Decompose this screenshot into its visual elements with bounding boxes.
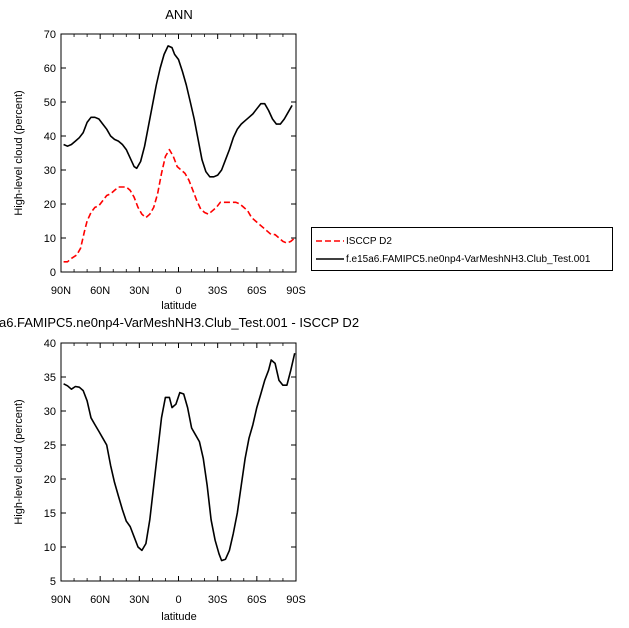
x-tick-label: 90S — [286, 594, 306, 606]
y-tick-label: 10 — [44, 233, 56, 245]
y-tick-label: 70 — [44, 29, 56, 41]
x-tick-label: 0 — [175, 594, 181, 606]
y-tick-label: 20 — [44, 474, 56, 486]
y-tick-label: 0 — [50, 267, 56, 279]
x-tick-label: 90N — [51, 285, 71, 297]
x-tick-label: 60N — [90, 594, 110, 606]
x-tick-label: 0 — [175, 285, 181, 297]
x-tick-label: 30S — [208, 285, 228, 297]
x-tick-label: 30S — [208, 594, 228, 606]
series-line-obs — [63, 148, 296, 263]
y-axis-label: High-level cloud (percent) — [13, 399, 25, 524]
x-tick-label: 90S — [286, 285, 306, 297]
chart-panel-difference: a6.FAMIPC5.ne0np4-VarMeshNH3.Club_Test.0… — [0, 315, 359, 623]
legend-entry-obs: ISCCP D2 — [316, 232, 392, 250]
x-axis-label: latitude — [161, 611, 196, 623]
y-tick-label: 40 — [44, 131, 56, 143]
y-tick-label: 40 — [44, 338, 56, 350]
x-axis-label: latitude — [161, 300, 196, 312]
plot-frame — [60, 342, 297, 582]
series-line-model — [63, 353, 296, 562]
legend-label-model: f.e15a6.FAMIPC5.ne0np4-VarMeshNH3.Club_T… — [346, 253, 591, 265]
y-tick-label: 20 — [44, 199, 56, 211]
y-tick-label: 30 — [44, 165, 56, 177]
x-tick-label: 60S — [247, 594, 267, 606]
legend-label-obs: ISCCP D2 — [346, 235, 392, 247]
y-tick-label: 60 — [44, 63, 56, 75]
y-tick-label: 25 — [44, 440, 56, 452]
x-tick-label: 90N — [51, 594, 71, 606]
chart-title: ANN — [165, 7, 192, 22]
legend-swatch-model — [316, 258, 344, 260]
chart-panel-annual-cloud: ANN 90N 60N 30N 0 30S 60S 90S 0 10 20 30 40 50 60 70 lat… — [13, 7, 306, 312]
y-tick-label: 5 — [50, 576, 56, 588]
legend: ISCCP D2 f.e15a6.FAMIPC5.ne0np4-VarMeshN… — [311, 227, 613, 271]
x-tick-label: 60N — [90, 285, 110, 297]
legend-swatch-obs — [316, 240, 344, 242]
x-tick-label: 30N — [129, 594, 149, 606]
x-tick-label: 30N — [129, 285, 149, 297]
x-tick-label: 60S — [247, 285, 267, 297]
y-axis-label: High-level cloud (percent) — [13, 90, 25, 215]
legend-entry-model: f.e15a6.FAMIPC5.ne0np4-VarMeshNH3.Club_T… — [316, 250, 590, 268]
chart-title: a6.FAMIPC5.ne0np4-VarMeshNH3.Club_Test.0… — [0, 315, 359, 330]
y-tick-label: 50 — [44, 97, 56, 109]
series-line-model — [63, 45, 293, 178]
y-tick-label: 15 — [44, 508, 56, 520]
y-tick-label: 35 — [44, 372, 56, 384]
y-tick-label: 10 — [44, 542, 56, 554]
plot-frame — [60, 33, 297, 273]
y-tick-label: 30 — [44, 406, 56, 418]
